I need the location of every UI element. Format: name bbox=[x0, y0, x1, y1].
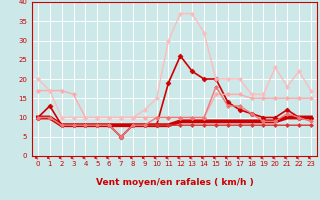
X-axis label: Vent moyen/en rafales ( km/h ): Vent moyen/en rafales ( km/h ) bbox=[96, 178, 253, 187]
